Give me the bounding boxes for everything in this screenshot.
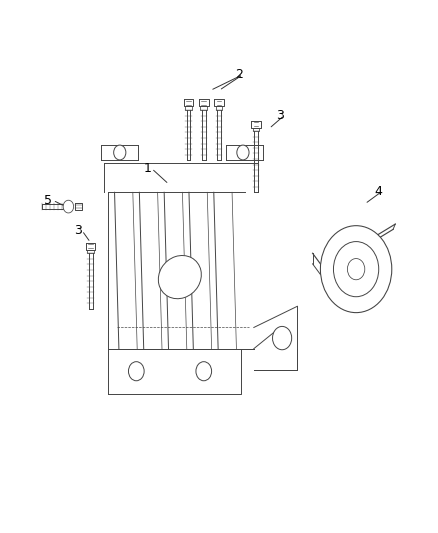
- Ellipse shape: [158, 255, 201, 298]
- Circle shape: [272, 326, 292, 350]
- Circle shape: [321, 225, 392, 313]
- Circle shape: [347, 259, 365, 280]
- Text: 5: 5: [44, 193, 53, 207]
- Circle shape: [63, 200, 74, 213]
- Circle shape: [237, 145, 249, 160]
- Circle shape: [196, 362, 212, 381]
- Circle shape: [333, 241, 379, 297]
- Text: 3: 3: [276, 109, 284, 122]
- Text: 2: 2: [235, 68, 243, 81]
- Circle shape: [128, 362, 144, 381]
- Text: 1: 1: [143, 162, 151, 175]
- Text: 4: 4: [374, 185, 382, 198]
- Text: 3: 3: [74, 224, 81, 237]
- Circle shape: [114, 145, 126, 160]
